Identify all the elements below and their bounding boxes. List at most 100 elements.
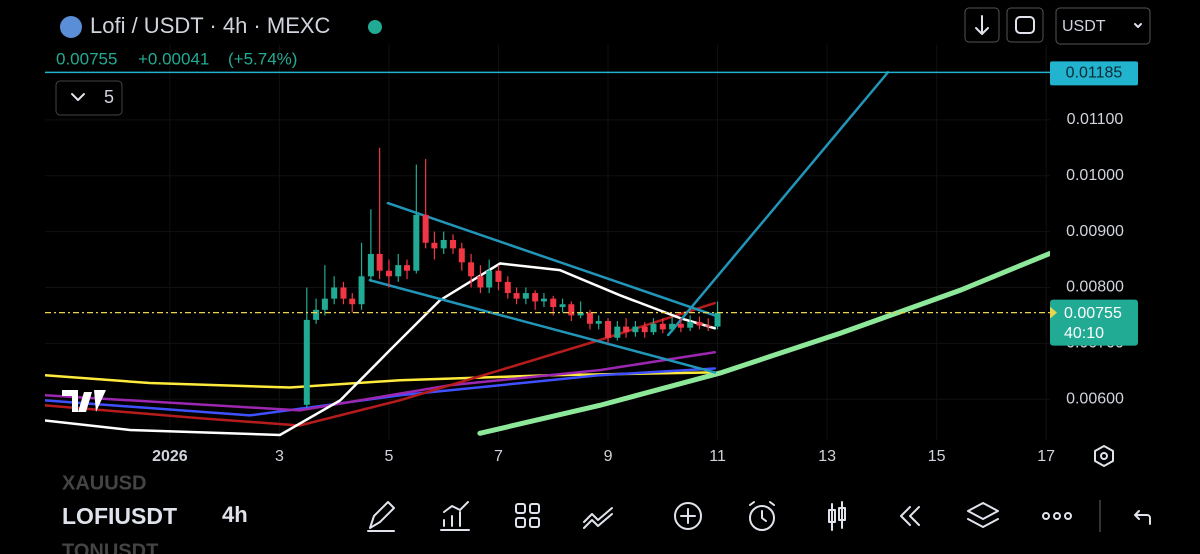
last-price-label: 0.00755 (1064, 305, 1122, 322)
candle-body (687, 322, 694, 328)
indicators[interactable] (440, 501, 470, 531)
add[interactable] (674, 502, 702, 530)
y-tick-label: 0.01000 (1066, 167, 1124, 184)
hline-label-bg (1050, 61, 1138, 86)
indicator-line (45, 262, 717, 437)
currency: USDT (1062, 18, 1106, 35)
chevron (71, 93, 85, 101)
candle-body (595, 320, 602, 324)
replay[interactable] (900, 506, 920, 526)
compare[interactable] (583, 507, 613, 529)
candle-body (431, 242, 438, 249)
indicator-line (667, 71, 890, 337)
candle-body (404, 265, 411, 271)
currency-select[interactable] (1055, 7, 1151, 45)
candle-body (385, 270, 392, 277)
indicator-count: 5 (104, 87, 114, 107)
symbol-icon (60, 16, 82, 38)
candle-body (696, 322, 703, 326)
y-tick-label: 0.00600 (1066, 390, 1124, 407)
x-tick-label: 13 (818, 448, 836, 465)
layouts[interactable] (515, 503, 540, 528)
chevron (1134, 23, 1142, 28)
candle-body (623, 326, 630, 333)
candle-body (714, 312, 721, 327)
prev-symbol[interactable]: XAUUSD (62, 472, 146, 494)
candle-body (395, 265, 402, 277)
candle-body (367, 253, 374, 277)
candle-body (586, 312, 593, 324)
back[interactable] (1134, 510, 1151, 525)
layers[interactable] (967, 502, 999, 528)
indicator-line (386, 201, 717, 317)
candle-body (321, 298, 328, 310)
candle-body (550, 298, 557, 308)
last-price-bg (1050, 299, 1138, 346)
candle-body (477, 276, 484, 288)
candle-body (303, 319, 310, 405)
alert[interactable] (749, 501, 775, 531)
change: +0.00041 (138, 49, 209, 68)
candle-body (605, 320, 612, 338)
x-tick-label: 7 (494, 448, 503, 465)
settings[interactable] (1094, 445, 1114, 467)
fullscreen-button[interactable] (1006, 7, 1044, 43)
logo (62, 390, 106, 412)
candle-body (458, 248, 465, 263)
candle-body (614, 326, 621, 338)
change-pct: (+5.74%) (228, 49, 297, 68)
x-tick-label: 3 (275, 448, 284, 465)
plot (45, 45, 1050, 440)
more[interactable] (1042, 512, 1072, 520)
countdown: 40:10 (1064, 325, 1104, 342)
candle-body (659, 323, 666, 330)
symbol-bg (0, 496, 340, 540)
draw-tool[interactable] (367, 501, 395, 532)
indicator-line (45, 301, 717, 427)
candle-body (632, 326, 639, 333)
candle-body (376, 253, 383, 271)
next-symbol[interactable]: TONUSDT (62, 540, 158, 554)
hline-label: 0.01185 (1066, 65, 1123, 82)
fullscreen-icon (1015, 16, 1035, 34)
candle-body (450, 239, 457, 249)
candle-body (650, 323, 657, 333)
candle-body (540, 298, 547, 302)
candle-body (313, 309, 320, 320)
symbol[interactable]: LOFIUSDT (62, 503, 177, 529)
y-tick-label: 0.00800 (1066, 279, 1124, 296)
indicator-line (45, 367, 717, 417)
indicator-line (368, 278, 717, 374)
candle-body (677, 323, 684, 328)
indicator-line (477, 250, 1050, 436)
candle-body (568, 304, 575, 316)
x-tick-label: 2026 (152, 448, 188, 465)
candle-body (440, 239, 447, 249)
chart-type[interactable] (828, 501, 846, 531)
status-dot (368, 20, 382, 34)
candle-body (468, 262, 475, 277)
down-icon (975, 15, 989, 35)
candle-body (495, 270, 502, 282)
indicator-toggle[interactable] (55, 80, 123, 116)
candle-body (559, 304, 566, 308)
chart-title: Lofi / USDT · 4h · MEXC (90, 13, 331, 38)
x-tick-label: 15 (928, 448, 946, 465)
x-tick-label: 17 (1037, 448, 1055, 465)
candle-body (532, 293, 539, 302)
price: 0.00755 (56, 49, 117, 68)
candle-body (577, 312, 584, 316)
indicator-line (45, 371, 717, 389)
y-tick-label: 0.00900 (1066, 223, 1124, 240)
candle-body (422, 214, 429, 243)
candle-body (331, 287, 338, 299)
toolbar-icons (367, 445, 1151, 532)
candle-body (413, 214, 420, 271)
candle-body (340, 287, 347, 299)
candle-body (486, 270, 493, 288)
candle-body (504, 281, 511, 294)
candle-body (705, 325, 712, 327)
interval[interactable]: 4h (222, 502, 248, 527)
candle-body (641, 326, 648, 333)
